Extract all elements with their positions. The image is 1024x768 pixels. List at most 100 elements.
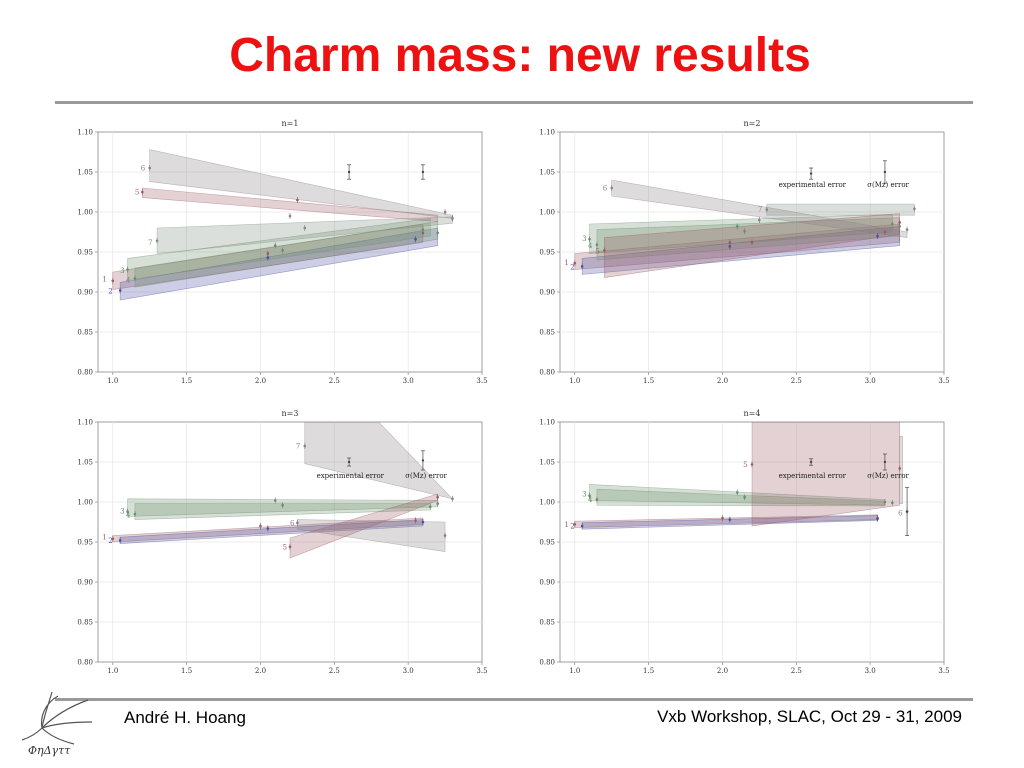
y-tick-label: 1.00 bbox=[539, 499, 555, 507]
error-bar-center bbox=[905, 510, 909, 513]
series-band-5 bbox=[751, 422, 900, 527]
y-tick-label: 1.10 bbox=[77, 129, 93, 137]
series-band-2 bbox=[119, 227, 438, 301]
title-divider bbox=[55, 101, 973, 104]
series-label-6: 6 bbox=[290, 519, 295, 527]
error-bar-center bbox=[883, 170, 887, 174]
series-label-2: 2 bbox=[570, 264, 574, 272]
y-tick-label: 0.95 bbox=[77, 539, 93, 547]
data-point-4 bbox=[429, 505, 432, 509]
y-tick-label: 0.90 bbox=[539, 289, 555, 297]
y-tick-label: 1.05 bbox=[77, 459, 93, 467]
chart-panel-n1: n=1 1.0 1.5 2.0 2.5 3.0 3.5 0.80 0.85 0.90 0.95 1.0… bbox=[60, 112, 500, 390]
institute-logo-icon: ΦηΔγττ bbox=[21, 691, 93, 757]
x-tick-label: 3.5 bbox=[938, 377, 949, 385]
x-tick-label: 2.5 bbox=[791, 377, 802, 385]
y-tick-label: 0.90 bbox=[539, 579, 555, 587]
x-tick-label: 1.5 bbox=[181, 377, 192, 385]
y-tick-label: 1.10 bbox=[539, 419, 555, 427]
series-label-3: 3 bbox=[120, 267, 124, 275]
chart-title: n=3 bbox=[282, 409, 299, 418]
data-point-7 bbox=[303, 444, 307, 448]
footer-author: André H. Hoang bbox=[124, 708, 246, 727]
data-point-2 bbox=[876, 234, 879, 238]
data-point-3 bbox=[891, 222, 894, 226]
data-point-4 bbox=[133, 277, 137, 280]
data-point-2 bbox=[118, 289, 122, 292]
data-point-3 bbox=[126, 510, 129, 513]
data-point-1 bbox=[573, 261, 577, 265]
series-label-5: 5 bbox=[743, 461, 747, 469]
x-tick-label: 2.5 bbox=[329, 667, 340, 675]
error-bar-center bbox=[883, 460, 887, 464]
data-point-4 bbox=[898, 225, 901, 228]
x-tick-label: 2.5 bbox=[791, 667, 802, 675]
x-tick-label: 2.0 bbox=[255, 667, 266, 675]
data-point-5 bbox=[141, 190, 144, 194]
y-tick-label: 0.80 bbox=[77, 369, 93, 377]
error-bar-center bbox=[347, 170, 351, 174]
data-point-1 bbox=[728, 241, 732, 244]
series-label-7: 7 bbox=[148, 239, 152, 247]
chart-n3: n=3 1.0 1.5 2.0 2.5 3.0 3.5 0.80 0.85 0.90 0.95 1.0… bbox=[77, 409, 487, 675]
data-point-1 bbox=[111, 279, 115, 283]
x-tick-label: 1.0 bbox=[107, 377, 118, 385]
series-label-7: 7 bbox=[758, 205, 762, 213]
series-label-4: 4 bbox=[588, 242, 593, 250]
data-point-4 bbox=[595, 243, 599, 247]
x-tick-label: 3.0 bbox=[865, 667, 876, 675]
data-point-1 bbox=[266, 252, 270, 255]
chart-panel-n3: n=3 1.0 1.5 2.0 2.5 3.0 3.5 0.80 0.85 0.90 0.95 1.0… bbox=[60, 402, 500, 680]
x-tick-label: 2.0 bbox=[717, 667, 728, 675]
data-point-3 bbox=[273, 499, 277, 502]
data-point-3 bbox=[421, 228, 425, 231]
data-point-6 bbox=[610, 186, 613, 190]
data-point-2 bbox=[580, 265, 584, 268]
data-point-5 bbox=[750, 463, 754, 466]
data-point-6 bbox=[443, 210, 447, 214]
y-tick-label: 1.00 bbox=[77, 499, 93, 507]
data-point-1 bbox=[414, 519, 417, 522]
series-band-7 bbox=[766, 203, 915, 216]
y-tick-label: 0.95 bbox=[539, 249, 555, 257]
series-label-2: 2 bbox=[108, 537, 112, 545]
plot-area bbox=[111, 422, 454, 559]
data-point-2 bbox=[580, 524, 584, 528]
y-tick-label: 0.95 bbox=[77, 249, 93, 257]
y-tick-label: 1.10 bbox=[77, 419, 93, 427]
data-point-1 bbox=[259, 524, 262, 528]
series-label-1: 1 bbox=[564, 521, 568, 529]
data-point-6 bbox=[288, 214, 292, 218]
series-label-6: 6 bbox=[141, 165, 146, 173]
series-label-6: 6 bbox=[898, 510, 903, 518]
x-tick-label: 1.5 bbox=[181, 667, 192, 675]
data-point-3 bbox=[588, 494, 591, 497]
footer-divider bbox=[55, 698, 973, 701]
data-point-7 bbox=[155, 239, 159, 243]
x-tick-label: 1.5 bbox=[643, 667, 654, 675]
x-tick-label: 3.5 bbox=[476, 667, 487, 675]
data-point-5 bbox=[603, 249, 606, 252]
data-point-3 bbox=[588, 237, 591, 241]
series-band-3 bbox=[127, 218, 431, 281]
series-label-4: 4 bbox=[588, 496, 593, 504]
y-tick-label: 1.00 bbox=[77, 209, 93, 217]
annotation-label: σ(Mz) error bbox=[867, 181, 909, 189]
data-point-4 bbox=[281, 249, 284, 252]
data-point-7 bbox=[303, 226, 307, 230]
error-bar-center bbox=[809, 172, 813, 175]
series-label-5: 5 bbox=[595, 248, 599, 256]
svg-text:ΦηΔγττ: ΦηΔγττ bbox=[28, 744, 71, 757]
y-tick-label: 0.90 bbox=[77, 289, 93, 297]
chart-panel-n2: n=2 1.0 1.5 2.0 2.5 3.0 3.5 0.80 0.85 0.90 0.95 1.0… bbox=[522, 112, 962, 390]
error-bar-center bbox=[809, 460, 813, 464]
y-tick-label: 1.05 bbox=[539, 169, 555, 177]
y-tick-label: 0.85 bbox=[539, 329, 555, 337]
x-tick-label: 2.0 bbox=[717, 377, 728, 385]
series-band-6 bbox=[899, 436, 903, 504]
series-label-5: 5 bbox=[283, 543, 287, 551]
plot-area bbox=[573, 422, 909, 530]
series-label-4: 4 bbox=[126, 511, 131, 519]
y-tick-label: 0.85 bbox=[539, 619, 555, 627]
series-label-3: 3 bbox=[582, 235, 586, 243]
